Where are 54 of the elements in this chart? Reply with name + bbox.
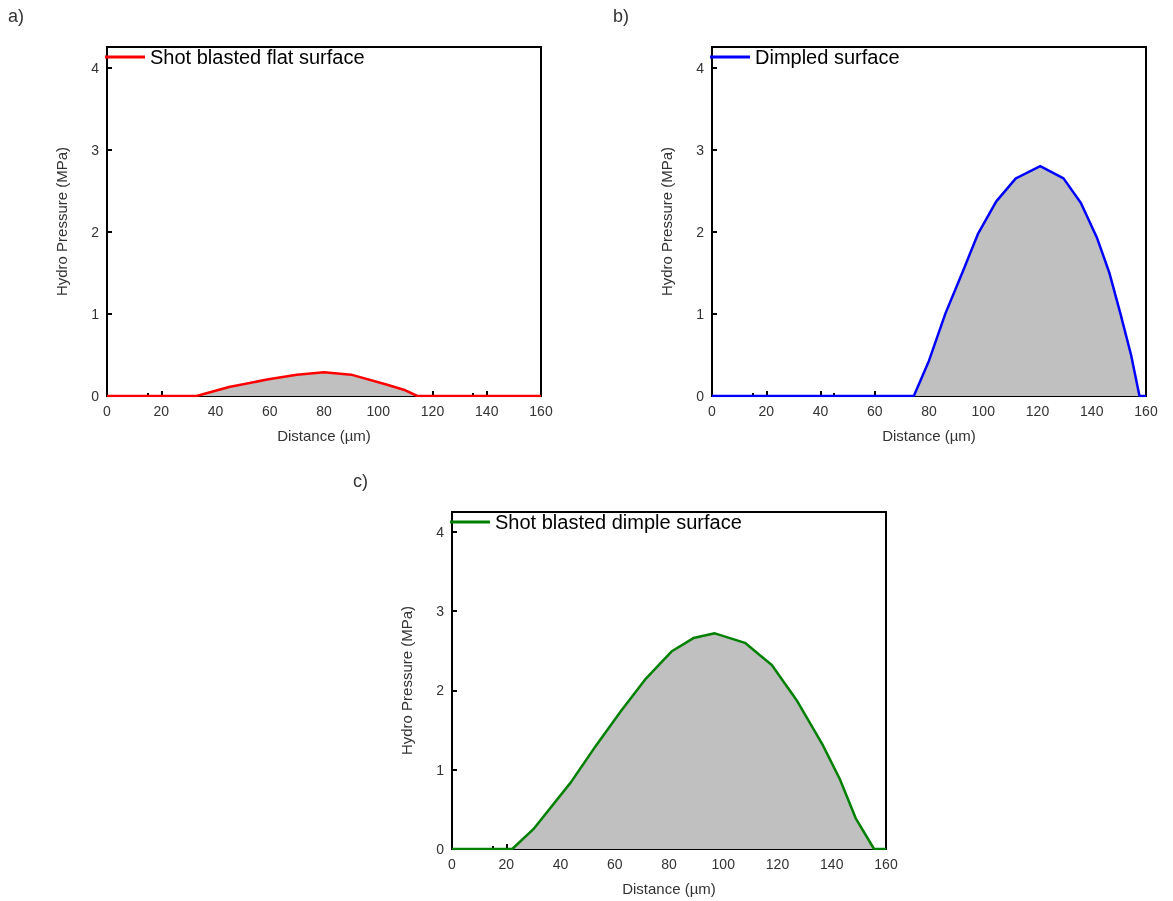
y-tick-label: 0 [436, 841, 445, 857]
x-tick-label: 20 [153, 403, 170, 419]
x-tick-label: 120 [420, 403, 445, 419]
y-tick-label: 4 [436, 523, 445, 540]
y-tick-label: 1 [696, 305, 705, 322]
text: a) [8, 6, 25, 27]
x-tick-label: 160 [874, 856, 898, 872]
y-tick-label: 2 [696, 223, 705, 240]
x-tick-label: 120 [765, 856, 790, 872]
x-tick-label: 80 [921, 403, 937, 419]
legend-label: Shot blasted flat surface [150, 46, 365, 68]
x-tick-label: 100 [711, 856, 736, 872]
y-tick-label: 3 [436, 603, 445, 620]
y-tick-label: 0 [696, 388, 705, 404]
y-axis-title: Hydro Pressure (MPa) [53, 146, 70, 297]
x-tick-label: 20 [498, 856, 515, 872]
y-axis-title: Hydro Pressure (MPa) [398, 605, 415, 756]
x-axis-title: Distance (µm) [277, 427, 371, 444]
x-tick-label: 20 [758, 403, 775, 419]
y-tick-label: 0 [91, 388, 100, 404]
x-tick-label: 140 [820, 856, 844, 872]
x-tick-label: 40 [812, 403, 829, 419]
x-tick-label: 100 [366, 403, 391, 419]
y-axis-title: Hydro Pressure (MPa) [658, 146, 675, 297]
legend-label: Shot blasted dimple surface [495, 511, 742, 533]
x-tick-label: 160 [529, 403, 553, 419]
x-tick-label: 140 [475, 403, 499, 419]
x-tick-label: 0 [708, 403, 717, 419]
y-tick-label: 4 [91, 59, 100, 76]
y-tick-label: 2 [91, 223, 100, 240]
x-tick-label: 60 [866, 403, 883, 419]
legend-label: Dimpled surface [755, 46, 900, 68]
y-tick-label: 1 [436, 761, 445, 778]
x-axis-title: Distance (µm) [882, 427, 976, 444]
text: c) [353, 471, 368, 492]
y-tick-label: 3 [696, 141, 705, 158]
x-tick-label: 60 [261, 403, 278, 419]
y-tick-label: 1 [91, 305, 100, 322]
x-axis-title: Distance (µm) [622, 880, 716, 897]
y-tick-label: 4 [696, 59, 705, 76]
x-tick-label: 40 [552, 856, 569, 872]
y-tick-label: 3 [91, 141, 100, 158]
x-tick-label: 160 [1134, 403, 1158, 419]
x-tick-label: 0 [103, 403, 112, 419]
x-tick-label: 80 [661, 856, 677, 872]
x-tick-label: 140 [1080, 403, 1104, 419]
y-tick-label: 2 [436, 682, 445, 699]
x-tick-label: 60 [606, 856, 623, 872]
x-tick-label: 80 [316, 403, 332, 419]
x-tick-label: 40 [207, 403, 224, 419]
text: b) [613, 6, 630, 27]
x-tick-label: 0 [448, 856, 457, 872]
x-tick-label: 100 [971, 403, 996, 419]
x-tick-label: 120 [1025, 403, 1050, 419]
